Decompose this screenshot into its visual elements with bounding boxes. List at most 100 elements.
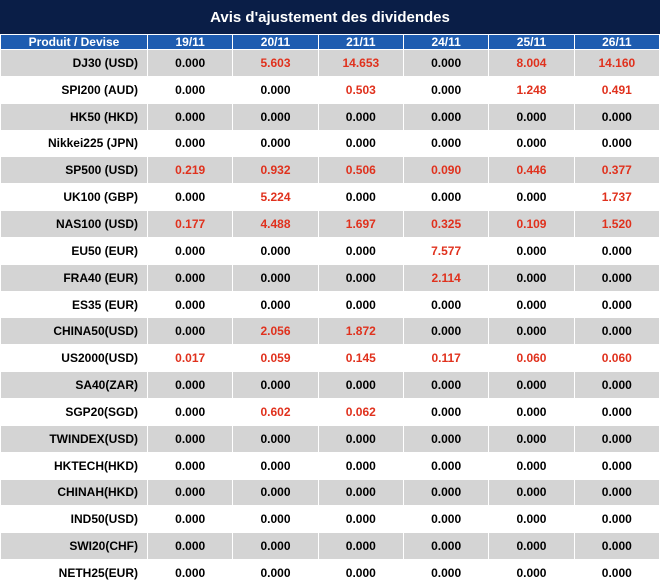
value-cell: 0.000: [232, 236, 319, 265]
value-cell: 0.000: [402, 317, 490, 346]
product-cell: DJ30 (USD): [0, 49, 148, 77]
value-cell: 0.219: [146, 156, 234, 185]
value-cell: 0.000: [317, 102, 404, 131]
product-cell: ES35 (EUR): [0, 290, 148, 319]
value-cell: 0.109: [488, 210, 575, 238]
value-cell: 0.000: [317, 371, 404, 399]
value-cell: 0.062: [317, 397, 404, 426]
value-cell: 0.000: [317, 236, 404, 265]
value-cell: 0.000: [232, 478, 319, 507]
value-cell: 0.000: [402, 49, 490, 77]
value-cell: 0.000: [488, 129, 575, 158]
value-cell: 14.160: [573, 49, 660, 77]
value-cell: 1.872: [317, 317, 404, 346]
value-cell: 0.503: [317, 75, 404, 104]
product-cell: SPI200 (AUD): [0, 75, 148, 104]
header-row: Produit / Devise 19/11 20/11 21/11 24/11…: [0, 34, 660, 50]
value-cell: 0.000: [402, 478, 490, 507]
value-cell: 0.000: [232, 424, 319, 453]
product-cell: SGP20(SGD): [0, 397, 148, 426]
value-cell: 0.000: [317, 478, 404, 507]
value-cell: 0.000: [488, 532, 575, 561]
value-cell: 0.090: [402, 156, 490, 185]
value-cell: 0.000: [317, 505, 404, 534]
value-cell: 0.000: [573, 532, 660, 561]
column-header-date-1: 19/11: [146, 34, 234, 50]
value-cell: 0.000: [402, 371, 490, 399]
value-cell: 0.000: [146, 317, 234, 346]
value-cell: 0.017: [146, 344, 234, 373]
value-cell: 0.000: [146, 75, 234, 104]
value-cell: 0.000: [573, 397, 660, 426]
value-cell: 0.000: [402, 75, 490, 104]
value-cell: 0.000: [573, 424, 660, 453]
product-cell: TWINDEX(USD): [0, 424, 148, 453]
value-cell: 0.000: [146, 49, 234, 77]
value-cell: 0.000: [317, 263, 404, 292]
value-cell: 0.000: [402, 183, 490, 212]
value-cell: 0.060: [488, 344, 575, 373]
value-cell: 0.000: [232, 129, 319, 158]
value-cell: 0.000: [573, 505, 660, 534]
value-cell: 0.000: [488, 317, 575, 346]
value-cell: 0.000: [146, 559, 234, 587]
value-cell: 0.000: [573, 371, 660, 399]
value-cell: 0.000: [488, 263, 575, 292]
table-row: CHINAH(HKD) 0.000 0.000 0.000 0.000 0.000 0.00…: [0, 478, 660, 507]
value-cell: 8.004: [488, 49, 575, 77]
value-cell: 0.932: [232, 156, 319, 185]
value-cell: 0.000: [232, 532, 319, 561]
value-cell: 0.000: [488, 371, 575, 399]
product-cell: CHINAH(HKD): [0, 478, 148, 507]
product-cell: CHINA50(USD): [0, 317, 148, 346]
value-cell: 0.000: [146, 102, 234, 131]
value-cell: 0.000: [402, 102, 490, 131]
table-row: Nikkei225 (JPN) 0.000 0.000 0.000 0.000 0.000…: [0, 129, 660, 158]
product-cell: HKTECH(HKD): [0, 451, 148, 480]
value-cell: 0.000: [146, 129, 234, 158]
value-cell: 0.000: [402, 424, 490, 453]
value-cell: 0.000: [488, 397, 575, 426]
value-cell: 0.377: [573, 156, 660, 185]
value-cell: 0.000: [232, 290, 319, 319]
table-row: UK100 (GBP) 0.000 5.224 0.000 0.000 0.000 1.73…: [0, 183, 660, 212]
value-cell: 0.000: [146, 397, 234, 426]
value-cell: 0.000: [146, 532, 234, 561]
value-cell: 0.000: [573, 263, 660, 292]
table-row: SGP20(SGD) 0.000 0.602 0.062 0.000 0.000 0.000: [0, 397, 660, 426]
value-cell: 0.000: [232, 371, 319, 399]
table-row: NETH25(EUR) 0.000 0.000 0.000 0.000 0.000 0.00…: [0, 559, 660, 587]
product-cell: SWI20(CHF): [0, 532, 148, 561]
product-cell: Nikkei225 (JPN): [0, 129, 148, 158]
value-cell: 0.000: [317, 290, 404, 319]
table-row: NAS100 (USD) 0.177 4.488 1.697 0.325 0.109 1.5…: [0, 210, 660, 238]
table-row: EU50 (EUR) 0.000 0.000 0.000 7.577 0.000 0.000: [0, 236, 660, 265]
value-cell: 0.000: [317, 451, 404, 480]
dividend-table: Produit / Devise 19/11 20/11 21/11 24/11…: [0, 34, 660, 587]
value-cell: 0.000: [573, 451, 660, 480]
value-cell: 0.000: [146, 451, 234, 480]
value-cell: 0.000: [402, 505, 490, 534]
value-cell: 0.145: [317, 344, 404, 373]
value-cell: 0.177: [146, 210, 234, 238]
value-cell: 0.000: [573, 129, 660, 158]
value-cell: 0.000: [488, 478, 575, 507]
value-cell: 0.000: [317, 424, 404, 453]
product-cell: US2000(USD): [0, 344, 148, 373]
value-cell: 5.603: [232, 49, 319, 77]
value-cell: 5.224: [232, 183, 319, 212]
value-cell: 0.059: [232, 344, 319, 373]
value-cell: 0.060: [573, 344, 660, 373]
column-header-date-2: 20/11: [232, 34, 319, 50]
value-cell: 0.000: [488, 451, 575, 480]
table-row: TWINDEX(USD) 0.000 0.000 0.000 0.000 0.000 0.0…: [0, 424, 660, 453]
product-cell: EU50 (EUR): [0, 236, 148, 265]
value-cell: 0.000: [232, 505, 319, 534]
table-row: IND50(USD) 0.000 0.000 0.000 0.000 0.000 0.000: [0, 505, 660, 534]
value-cell: 0.446: [488, 156, 575, 185]
product-cell: UK100 (GBP): [0, 183, 148, 212]
value-cell: 0.000: [573, 236, 660, 265]
value-cell: 0.000: [402, 129, 490, 158]
column-header-date-3: 21/11: [317, 34, 404, 50]
column-header-product: Produit / Devise: [0, 34, 148, 50]
